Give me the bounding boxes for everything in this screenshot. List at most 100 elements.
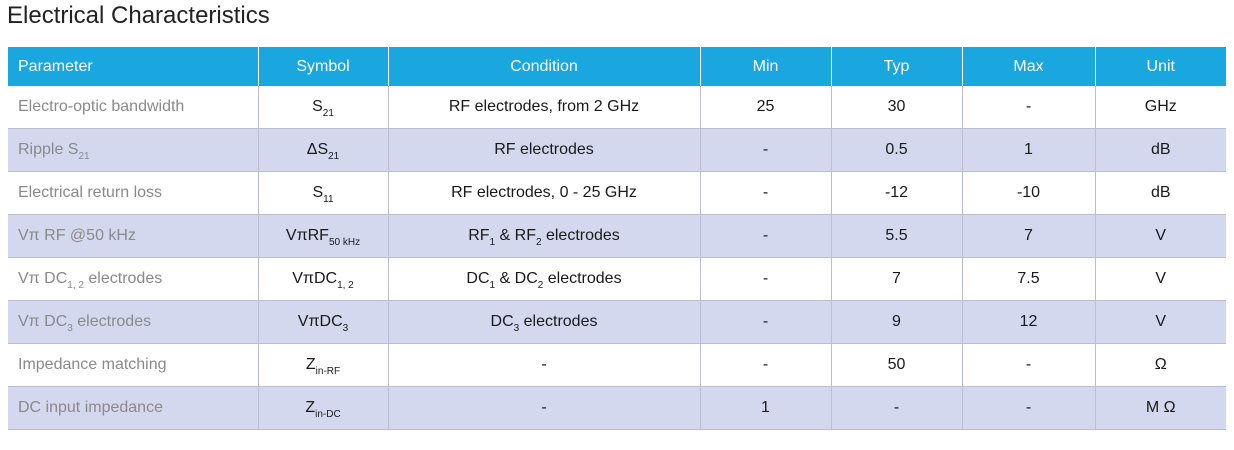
table-row: Vπ DC1, 2 electrodes VπDC1, 2 DC1 & DC2 el… [8,257,1226,301]
condition-cell: - [388,343,701,387]
max-cell: 12 [962,300,1096,344]
parameter-cell: Impedance matching [8,343,259,387]
max-cell: - [962,343,1096,387]
symbol-subscript: 1, 2 [337,280,354,291]
symbol-text: S [312,184,324,201]
min-cell: 25 [700,86,832,129]
condition-text: DC [466,270,490,287]
header-condition: Condition [388,47,701,86]
header-symbol: Symbol [258,47,389,86]
parameter-suffix: electrodes [83,270,163,287]
header-row: Parameter Symbol Condition Min Typ Max U… [8,47,1226,86]
header-parameter: Parameter [8,47,259,86]
symbol-subscript: in-DC [315,409,341,420]
min-cell: - [700,214,832,258]
parameter-cell: Ripple S21 [8,128,259,172]
symbol-subscript: 21 [328,151,340,162]
condition-text: - [541,356,547,373]
symbol-cell: Zin-DC [258,386,389,430]
symbol-cell: VπRF50 kHz [258,214,389,258]
symbol-text: S [312,98,323,115]
typ-cell: 9 [831,300,963,344]
parameter-cell: Electrical return loss [8,171,259,215]
unit-cell: Ω [1095,343,1226,387]
table-row: Impedance matching Zin-RF - -50- Ω [8,343,1226,387]
unit-cell: M Ω [1095,386,1226,430]
parameter-text: Electrical return loss [18,184,163,201]
parameter-text: Vπ DC [18,313,68,330]
table-row: DC input impedance Zin-DC -1- - M Ω [8,386,1226,430]
symbol-text: Z [305,399,316,416]
condition-subscript: 2 [537,280,544,291]
unit-cell: V [1095,300,1226,344]
max-cell: - [962,386,1096,430]
condition-text: electrodes [519,313,598,330]
page-title: Electrical Characteristics [7,2,270,29]
symbol-subscript: 21 [322,108,334,119]
max-cell: - [962,86,1096,129]
symbol-text: Z [305,356,316,373]
condition-subscript: 1 [489,280,496,291]
condition-text: electrodes [541,227,620,244]
min-cell: - [700,171,832,215]
min-cell: - [700,300,832,344]
min-cell: - [700,257,832,301]
header-typ: Typ [831,47,963,86]
unit-cell: GHz [1095,86,1226,129]
parameter-subscript: 21 [78,151,90,162]
symbol-subscript: 50 kHz [328,237,361,248]
typ-cell: 5.5 [831,214,963,258]
condition-cell: RF electrodes, from 2 GHz [388,86,701,129]
parameter-cell: Electro-optic bandwidth [8,86,259,129]
condition-text: & RF [495,227,536,244]
table-row: Vπ DC3 electrodes VπDC3 DC3 electrodes -9 12… [8,300,1226,344]
min-cell: 1 [700,386,832,430]
table-row: Electro-optic bandwidth S21 RF electrodes,… [8,86,1226,129]
parameter-cell: Vπ DC1, 2 electrodes [8,257,259,301]
symbol-cell: ΔS21 [258,128,389,172]
parameter-text: Electro-optic bandwidth [18,98,185,115]
max-cell: 7.5 [962,257,1096,301]
symbol-text: VπDC [292,270,338,287]
unit-cell: V [1095,214,1226,258]
condition-text: electrodes [543,270,622,287]
condition-cell: RF1 & RF2 electrodes [388,214,701,258]
parameter-cell: Vπ DC3 electrodes [8,300,259,344]
symbol-cell: VπDC1, 2 [258,257,389,301]
symbol-cell: Zin-RF [258,343,389,387]
symbol-cell: VπDC3 [258,300,389,344]
unit-cell: dB [1095,171,1226,215]
condition-text: RF electrodes [494,141,594,158]
symbol-subscript: 3 [342,323,349,334]
typ-cell: 0.5 [831,128,963,172]
parameter-cell: Vπ RF @50 kHz [8,214,259,258]
parameter-cell: DC input impedance [8,386,259,430]
parameter-subscript: 3 [67,323,73,334]
typ-cell: 30 [831,86,963,129]
parameter-text: Impedance matching [18,356,167,373]
typ-cell: 7 [831,257,963,301]
symbol-cell: S21 [258,86,389,129]
table-row: Electrical return loss S11 RF electrodes, … [8,171,1226,215]
parameter-text: Vπ RF @50 kHz [18,227,136,244]
parameter-subscript: 1, 2 [67,280,84,291]
typ-cell: - [831,386,963,430]
unit-cell: dB [1095,128,1226,172]
min-cell: - [700,343,832,387]
condition-cell: RF electrodes, 0 - 25 GHz [388,171,701,215]
symbol-subscript: in-RF [315,366,341,377]
condition-cell: RF electrodes [388,128,701,172]
max-cell: -10 [962,171,1096,215]
parameter-text: DC input impedance [18,399,163,416]
condition-cell: - [388,386,701,430]
condition-cell: DC3 electrodes [388,300,701,344]
header-min: Min [700,47,832,86]
condition-cell: DC1 & DC2 electrodes [388,257,701,301]
parameter-text: Vπ DC [18,270,68,287]
condition-text: & DC [495,270,538,287]
condition-text: RF electrodes, from 2 GHz [448,98,640,115]
header-unit: Unit [1095,47,1226,86]
unit-cell: V [1095,257,1226,301]
condition-text: DC [490,313,514,330]
